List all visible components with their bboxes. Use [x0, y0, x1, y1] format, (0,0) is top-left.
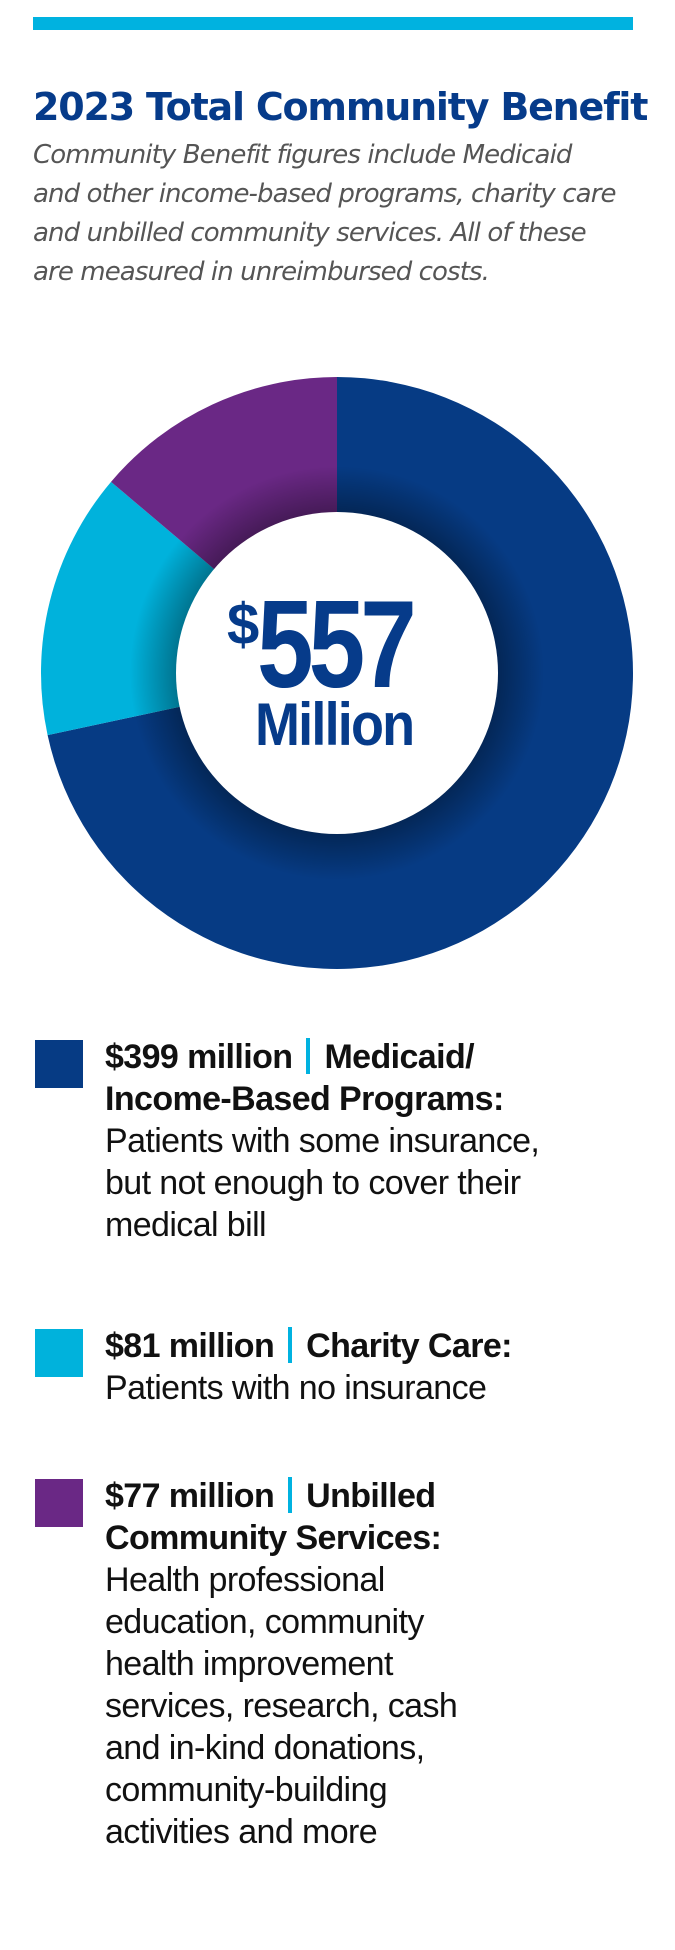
- legend-category: Medicaid/: [324, 1038, 474, 1076]
- legend-amount: $399 million: [105, 1038, 293, 1076]
- total-amount: $557: [227, 583, 446, 707]
- legend-description: health improvement: [105, 1645, 393, 1683]
- subtitle-line: and unbilled community services. All of …: [33, 218, 587, 248]
- legend-category: Unbilled: [306, 1477, 436, 1515]
- page-title: 2023 Total Community Benefit: [33, 85, 648, 129]
- total-number: 557: [257, 576, 417, 714]
- donut-hole: [176, 512, 498, 834]
- legend-amount: $77 million: [105, 1477, 275, 1515]
- subtitle-line: and other income-based programs, charity…: [33, 179, 616, 209]
- legend-description: but not enough to cover their: [105, 1164, 521, 1202]
- legend-description: education, community: [105, 1603, 424, 1641]
- legend-swatch-cyan-icon: [35, 1329, 83, 1377]
- legend-description: and in-kind donations,: [105, 1729, 425, 1767]
- separator-bar: [288, 1327, 293, 1363]
- legend-description: activities and more: [105, 1813, 378, 1851]
- separator-bar: [306, 1038, 311, 1074]
- donut-center-label: $557 Million: [37, 373, 637, 973]
- subtitle-line: are measured in unreimbursed costs.: [33, 257, 490, 287]
- total-unit: Million: [255, 691, 415, 758]
- donut-svg: [40, 377, 634, 969]
- legend-description: Patients with some insurance,: [105, 1122, 540, 1160]
- legend-description: Patients with no insurance: [105, 1369, 487, 1407]
- separator-bar: [288, 1477, 293, 1513]
- legend-description: community-building: [105, 1771, 388, 1809]
- legend-description: medical bill: [105, 1206, 267, 1244]
- legend-category: Income-Based Programs:: [105, 1080, 504, 1118]
- legend-text: $81 million Charity Care: Patients with n…: [105, 1325, 645, 1409]
- legend-text: $399 million Medicaid/ Income-Based Progr…: [105, 1036, 645, 1246]
- legend-category: Community Services:: [105, 1519, 442, 1557]
- legend-description: Health professional: [105, 1561, 385, 1599]
- subtitle-line: Community Benefit figures include Medica…: [33, 140, 572, 170]
- legend-swatch-navy-icon: [35, 1040, 83, 1088]
- page-subtitle: Community Benefit figures include Medica…: [33, 136, 643, 292]
- currency-symbol: $: [227, 592, 259, 657]
- legend-amount: $81 million: [105, 1327, 275, 1365]
- legend-category: Charity Care:: [306, 1327, 512, 1365]
- legend-description: services, research, cash: [105, 1687, 458, 1725]
- accent-rule: [33, 17, 633, 30]
- legend-swatch-purple-icon: [35, 1479, 83, 1527]
- legend-text: $77 million Unbilled Community Services: …: [105, 1475, 645, 1853]
- donut-chart: $557 Million: [37, 373, 637, 973]
